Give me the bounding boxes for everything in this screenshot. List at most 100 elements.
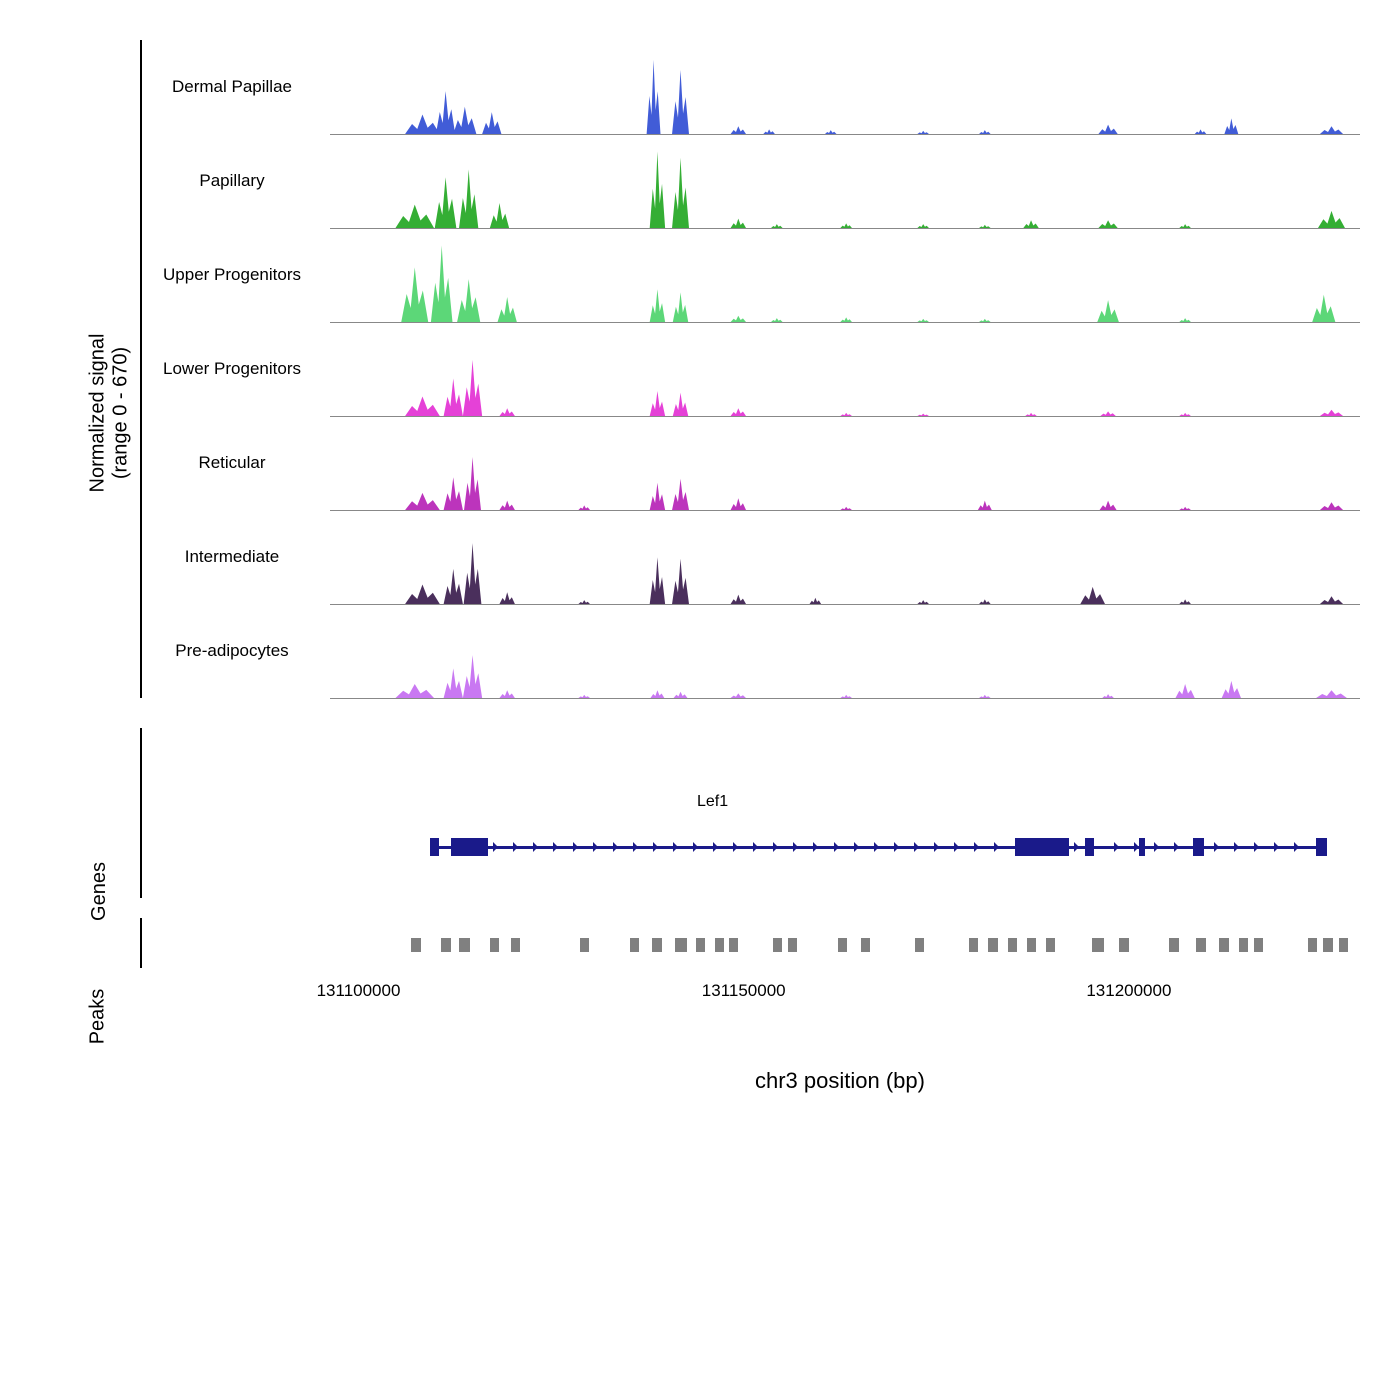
gene-direction-arrow <box>894 842 899 852</box>
track-row: Pre-adipocytes <box>142 604 1360 698</box>
peak-block <box>675 938 687 952</box>
peak-block <box>459 938 470 952</box>
track-label: Lower Progenitors <box>142 359 330 379</box>
track-label: Papillary <box>142 171 330 191</box>
peak-block <box>1092 938 1104 952</box>
gene-direction-arrow <box>854 842 859 852</box>
track-label: Pre-adipocytes <box>142 641 330 661</box>
track-row: Dermal Papillae <box>142 40 1360 134</box>
peak-block <box>1169 938 1178 952</box>
gene-direction-arrow <box>713 842 718 852</box>
gene-exon <box>1015 838 1069 856</box>
peak-block <box>838 938 847 952</box>
gene-direction-arrow <box>1074 842 1079 852</box>
peak-block <box>969 938 978 952</box>
peak-block <box>696 938 705 952</box>
gene-direction-arrow <box>1174 842 1179 852</box>
gene-exon <box>1139 838 1145 856</box>
gene-direction-arrow <box>934 842 939 852</box>
gene-direction-arrow <box>813 842 818 852</box>
peak-block <box>1339 938 1348 952</box>
track-plot <box>330 618 1360 699</box>
signal-tracks-container: Dermal Papillae Papillary Upper Progenitor… <box>140 40 1360 698</box>
gene-direction-arrow <box>633 842 638 852</box>
track-plot <box>330 524 1360 605</box>
peak-block <box>1239 938 1248 952</box>
gene-direction-arrow <box>1294 842 1299 852</box>
gene-direction-arrow <box>773 842 778 852</box>
peak-block <box>715 938 724 952</box>
gene-exon <box>451 838 487 856</box>
track-row: Reticular <box>142 416 1360 510</box>
peak-block <box>441 938 451 952</box>
x-axis: 131100000 131150000 131200000 <box>320 978 1360 1038</box>
x-tick: 131150000 <box>744 978 828 1001</box>
track-row: Upper Progenitors <box>142 228 1360 322</box>
peak-block <box>652 938 663 952</box>
gene-direction-arrow <box>793 842 798 852</box>
gene-direction-arrow <box>653 842 658 852</box>
gene-direction-arrow <box>553 842 558 852</box>
gene-direction-arrow <box>974 842 979 852</box>
genes-section-label: Genes <box>88 862 111 921</box>
track-plot <box>330 54 1360 135</box>
track-label: Dermal Papillae <box>142 77 330 97</box>
gene-direction-arrow <box>954 842 959 852</box>
gene-direction-arrow <box>914 842 919 852</box>
track-label: Reticular <box>142 453 330 473</box>
track-plot <box>330 430 1360 511</box>
x-tick: 131200000 <box>1129 978 1214 1001</box>
gene-direction-arrow <box>593 842 598 852</box>
y-axis-label: Normalized signal (range 0 - 670) <box>86 334 132 493</box>
peak-block <box>1119 938 1128 952</box>
peak-block <box>511 938 520 952</box>
gene-direction-arrow <box>733 842 738 852</box>
peak-block <box>1254 938 1263 952</box>
peak-block <box>1046 938 1055 952</box>
gene-direction-arrow <box>533 842 538 852</box>
track-row: Papillary <box>142 134 1360 228</box>
gene-direction-arrow <box>1214 842 1219 852</box>
gene-exon <box>430 838 439 856</box>
gene-direction-arrow <box>753 842 758 852</box>
peak-block <box>773 938 782 952</box>
gene-direction-arrow <box>513 842 518 852</box>
genome-browser-figure: Normalized signal (range 0 - 670) Dermal… <box>40 40 1360 1094</box>
gene-direction-arrow <box>874 842 879 852</box>
peak-block <box>861 938 870 952</box>
track-plot <box>330 336 1360 417</box>
peaks-section-label: Peaks <box>86 989 109 1045</box>
gene-direction-arrow <box>1254 842 1259 852</box>
peak-block <box>490 938 499 952</box>
track-plot <box>330 242 1360 323</box>
gene-direction-arrow <box>994 842 999 852</box>
peak-block <box>411 938 421 952</box>
track-plot <box>330 148 1360 229</box>
peak-block <box>1196 938 1205 952</box>
peaks-section <box>140 918 1360 968</box>
track-row: Lower Progenitors <box>142 322 1360 416</box>
peak-block <box>1308 938 1317 952</box>
gene-direction-arrow <box>1134 842 1139 852</box>
track-label: Upper Progenitors <box>142 265 330 285</box>
peak-block <box>1027 938 1036 952</box>
genes-section: Lef1 <box>140 728 1360 898</box>
gene-exon <box>1085 838 1094 856</box>
gene-direction-arrow <box>1274 842 1279 852</box>
peak-block <box>729 938 738 952</box>
gene-direction-arrow <box>1114 842 1119 852</box>
gene-direction-arrow <box>613 842 618 852</box>
track-label: Intermediate <box>142 547 330 567</box>
peak-block <box>1008 938 1017 952</box>
gene-direction-arrow <box>834 842 839 852</box>
gene-direction-arrow <box>1154 842 1159 852</box>
gene-direction-arrow <box>673 842 678 852</box>
peak-block <box>580 938 589 952</box>
x-axis-label: chr3 position (bp) <box>320 1068 1360 1094</box>
gene-direction-arrow <box>493 842 498 852</box>
peak-block <box>788 938 797 952</box>
gene-name-label: Lef1 <box>697 793 728 811</box>
gene-model-track <box>322 838 1360 858</box>
track-row: Intermediate <box>142 510 1360 604</box>
x-tick: 131100000 <box>359 978 443 1001</box>
